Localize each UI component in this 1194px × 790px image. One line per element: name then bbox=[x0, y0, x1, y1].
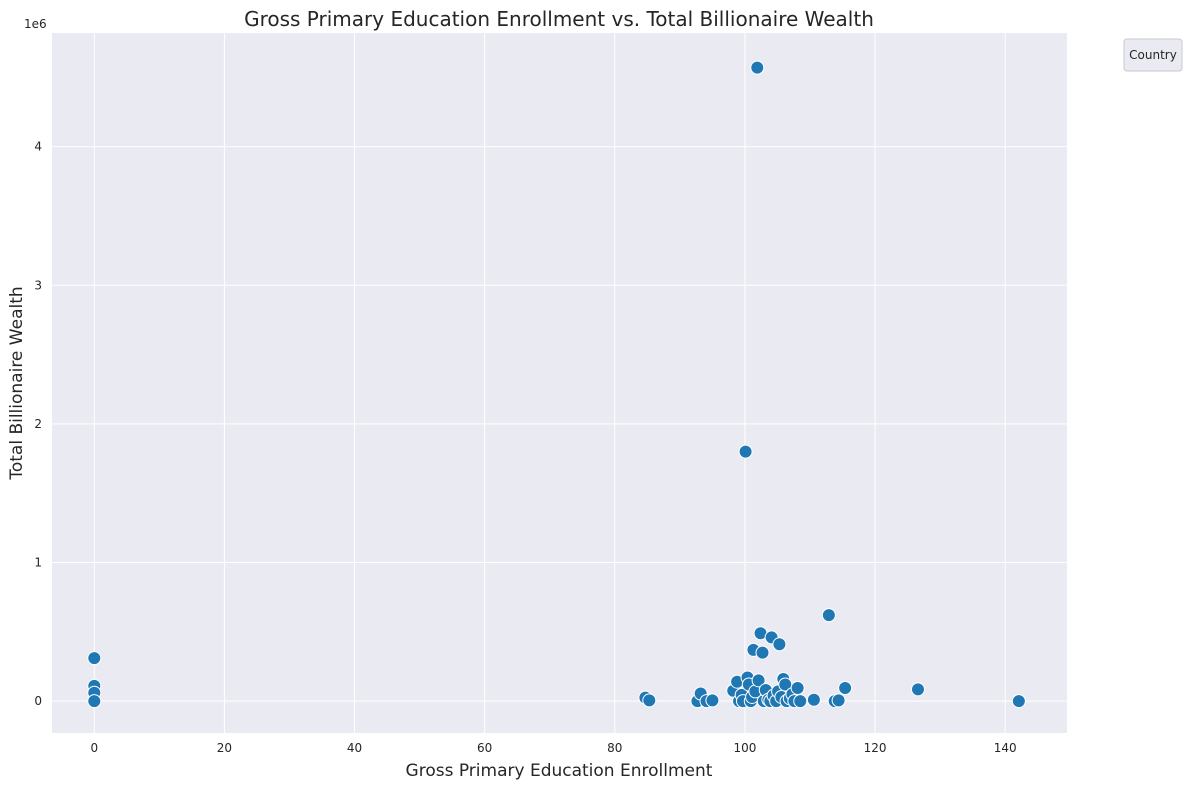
data-point bbox=[738, 444, 753, 459]
x-tick-label: 140 bbox=[994, 741, 1017, 755]
data-point bbox=[87, 694, 102, 709]
x-tick-label: 100 bbox=[733, 741, 756, 755]
data-point bbox=[755, 645, 770, 660]
data-point bbox=[790, 680, 805, 695]
data-point bbox=[642, 693, 657, 708]
gridlines bbox=[52, 33, 1067, 733]
data-point bbox=[831, 693, 846, 708]
chart-title: Gross Primary Education Enrollment vs. T… bbox=[244, 7, 874, 31]
data-point bbox=[806, 692, 821, 707]
data-point bbox=[750, 60, 765, 75]
x-tick-label: 60 bbox=[477, 741, 492, 755]
data-point bbox=[751, 673, 766, 688]
data-points bbox=[87, 60, 1026, 709]
x-tick-label: 80 bbox=[607, 741, 622, 755]
y-tick-label: 1 bbox=[34, 556, 42, 570]
legend-box bbox=[1123, 38, 1183, 72]
x-tick-label: 40 bbox=[347, 741, 362, 755]
legend: Country bbox=[1123, 38, 1183, 72]
data-point bbox=[821, 608, 836, 623]
y-axis-label: Total Billionaire Wealth bbox=[7, 286, 27, 480]
x-tick-label: 0 bbox=[90, 741, 98, 755]
data-point bbox=[793, 694, 808, 709]
y-tick-label: 2 bbox=[34, 417, 42, 431]
x-tick-label: 20 bbox=[217, 741, 232, 755]
data-point bbox=[838, 680, 853, 695]
y-tick-label: 0 bbox=[34, 694, 42, 708]
data-point bbox=[1011, 694, 1026, 709]
y-tick-label: 4 bbox=[34, 140, 42, 154]
data-point bbox=[705, 693, 720, 708]
plot-area bbox=[52, 33, 1067, 733]
x-axis-label: Gross Primary Education Enrollment bbox=[406, 761, 713, 781]
legend-title: Country bbox=[1129, 48, 1177, 62]
y-axis-offset-label: 1e6 bbox=[24, 17, 47, 31]
data-point bbox=[772, 637, 787, 652]
data-point bbox=[911, 682, 926, 697]
y-tick-label: 3 bbox=[34, 278, 42, 292]
data-point bbox=[87, 651, 102, 666]
x-tick-label: 120 bbox=[864, 741, 887, 755]
axis-ticks: 0 20 40 60 80 100 120 140 0 1 2 3 4 bbox=[34, 140, 1016, 755]
